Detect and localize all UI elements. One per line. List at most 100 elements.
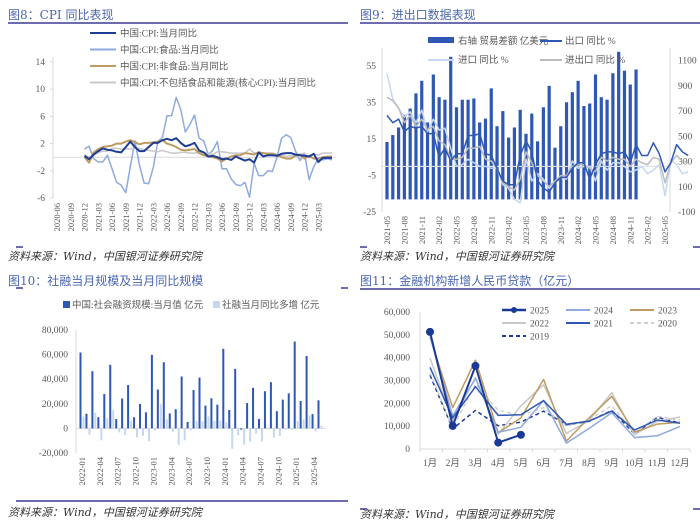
social-financing-bar xyxy=(133,417,136,429)
y-tick-label: -6 xyxy=(37,194,45,204)
x-tick-label: 2020-09 xyxy=(66,203,76,231)
social-financing-bar xyxy=(127,384,130,429)
yoy-change-bar xyxy=(243,428,246,445)
trade-balance-bar xyxy=(582,106,586,200)
y-right-tick-label: 1100 xyxy=(678,57,697,67)
series-line-0 xyxy=(83,137,332,164)
yoy-change-bar xyxy=(171,428,174,432)
yoy-change-bar xyxy=(296,421,299,429)
yoy-change-bar xyxy=(82,416,85,429)
trade-balance-bar xyxy=(576,80,580,200)
trade-balance-bar xyxy=(414,93,418,200)
yoy-change-bar xyxy=(302,419,305,429)
y-tick-label: 40,000 xyxy=(42,375,68,385)
x-tick-label: 2021-06 xyxy=(107,203,117,231)
chart-panel-new-loans: 图11：金融机构新增人民币贷款（亿元） 60,000 50,000 40,000 30… xyxy=(360,266,700,521)
x-tick-label: 11月 xyxy=(648,458,667,469)
tick-mark xyxy=(360,246,367,248)
x-tick-label: 2025-02 xyxy=(643,216,653,244)
y-tick-label: 6 xyxy=(40,112,45,122)
x-tick-label: 2024-12 xyxy=(300,203,310,231)
trade-balance-bar xyxy=(634,69,638,200)
x-tick-label: 2023-06 xyxy=(217,203,227,231)
trade-combo-chart: 553515-5-251100900700500300100-1002021-0… xyxy=(363,35,697,244)
social-financing-bar xyxy=(281,399,284,429)
trade-balance-bar xyxy=(420,80,424,200)
legend-label: 中国:CPI:当月同比 xyxy=(120,28,197,40)
legend-label: 中国:CPI:不包括食品和能源(核心CPI):当月同比 xyxy=(120,77,316,89)
tick-mark xyxy=(693,508,700,510)
tick-mark xyxy=(693,246,700,248)
yoy-change-bar xyxy=(153,428,156,431)
y-left-tick-label: -5 xyxy=(368,172,376,182)
legend-label: 2019 xyxy=(530,333,549,343)
yoy-change-bar xyxy=(201,421,204,429)
data-point-2025 xyxy=(471,361,480,370)
x-tick-label: 2月 xyxy=(446,458,460,469)
chart-title: 图9：进出口数据表现 xyxy=(360,8,476,22)
yoy-change-bar xyxy=(177,428,180,445)
series-line-1 xyxy=(386,73,689,204)
y-tick-label: 14 xyxy=(36,58,46,68)
y-right-tick-label: 900 xyxy=(678,82,693,92)
legend-label: 中国:社会融资规模:当月值 亿元 xyxy=(72,299,204,311)
legend-swatch xyxy=(213,301,220,308)
yoy-change-bar xyxy=(320,425,323,429)
x-tick-label: 2023-11 xyxy=(556,216,566,244)
x-tick-label: 2022-12 xyxy=(190,203,200,231)
title-divider xyxy=(8,22,348,24)
social-financing-bar xyxy=(103,393,106,429)
trade-balance-bar xyxy=(478,122,482,200)
yoy-change-bar xyxy=(130,420,133,429)
series-line-3 xyxy=(84,147,332,159)
social-financing-bar xyxy=(85,413,88,429)
legend-label: 进口 同比 % xyxy=(458,54,509,66)
social-financing-bar xyxy=(299,400,302,429)
series-line-2023 xyxy=(429,336,681,442)
yoy-change-bar xyxy=(195,420,198,429)
y-tick-label: 0 xyxy=(405,445,410,455)
social-financing-bar xyxy=(192,390,195,429)
series-line-2024 xyxy=(429,336,681,444)
x-tick-label: 2021-09 xyxy=(121,203,131,231)
yoy-change-bar xyxy=(249,428,252,442)
trade-balance-bar xyxy=(408,108,412,200)
social-financing-bar xyxy=(204,405,207,429)
legend-label: 2021 xyxy=(594,320,613,330)
yoy-change-bar xyxy=(261,428,263,442)
legend-label: 2020 xyxy=(658,320,677,330)
trade-balance-bar xyxy=(530,113,534,200)
trade-balance-bar xyxy=(431,74,435,200)
yoy-change-bar xyxy=(219,420,222,429)
series-line-2021 xyxy=(429,366,681,431)
social-financing-bar xyxy=(109,364,112,429)
trade-balance-bar xyxy=(460,99,464,200)
yoy-change-bar xyxy=(225,422,228,429)
yoy-change-bar xyxy=(112,410,115,429)
trade-balance-bar xyxy=(396,127,401,200)
social-financing-bar xyxy=(228,409,231,429)
x-tick-label: 2021-11 xyxy=(417,216,427,244)
legend-label: 进出口 同比 % xyxy=(565,54,625,66)
tick-mark xyxy=(360,508,367,510)
social-financing-bar xyxy=(210,398,213,429)
social-financing-bar xyxy=(252,387,255,429)
yoy-change-bar xyxy=(272,428,275,438)
x-tick-label: 2021-05 xyxy=(382,216,392,244)
x-tick-label: 1月 xyxy=(423,458,437,469)
social-financing-bar xyxy=(156,389,159,429)
x-tick-label: 2022-07 xyxy=(113,457,123,485)
social-financing-bar xyxy=(91,371,94,429)
trade-balance-bar xyxy=(611,73,615,200)
x-tick-label: 2024-11 xyxy=(625,216,635,244)
trade-balance-bar xyxy=(512,127,517,200)
x-tick-label: 2021-12 xyxy=(135,203,145,231)
trade-balance-bar xyxy=(449,56,453,200)
y-left-tick-label: 35 xyxy=(367,99,377,109)
x-tick-label: 2025-04 xyxy=(309,456,319,485)
x-tick-label: 2023-12 xyxy=(245,203,255,231)
trade-balance-bar xyxy=(425,122,430,200)
social-financing-bar xyxy=(258,418,260,429)
social-financing-bar xyxy=(240,428,243,430)
trade-balance-bar xyxy=(593,74,598,200)
